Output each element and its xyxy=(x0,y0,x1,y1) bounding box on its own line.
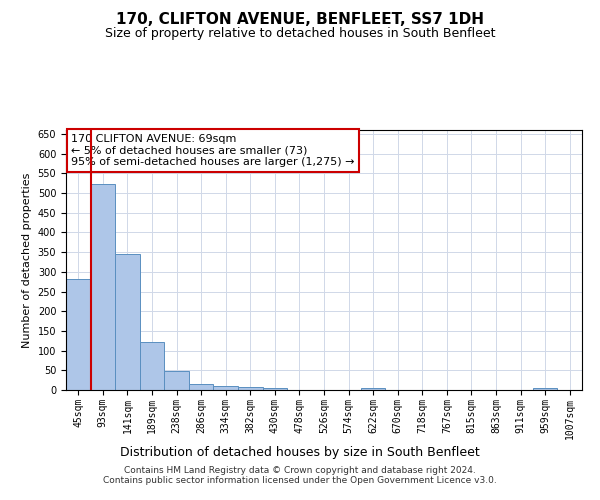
Text: Size of property relative to detached houses in South Benfleet: Size of property relative to detached ho… xyxy=(105,28,495,40)
Bar xyxy=(189,384,214,390)
Y-axis label: Number of detached properties: Number of detached properties xyxy=(22,172,32,348)
Bar xyxy=(115,254,140,390)
Bar xyxy=(214,386,238,390)
Bar xyxy=(91,184,115,390)
Bar xyxy=(164,372,189,390)
Text: 170, CLIFTON AVENUE, BENFLEET, SS7 1DH: 170, CLIFTON AVENUE, BENFLEET, SS7 1DH xyxy=(116,12,484,28)
Text: 170 CLIFTON AVENUE: 69sqm
← 5% of detached houses are smaller (73)
95% of semi-d: 170 CLIFTON AVENUE: 69sqm ← 5% of detach… xyxy=(71,134,355,167)
Bar xyxy=(533,388,557,390)
Bar xyxy=(238,387,263,390)
Text: Contains HM Land Registry data © Crown copyright and database right 2024.
Contai: Contains HM Land Registry data © Crown c… xyxy=(103,466,497,485)
Bar xyxy=(263,388,287,390)
Bar xyxy=(140,342,164,390)
Text: Distribution of detached houses by size in South Benfleet: Distribution of detached houses by size … xyxy=(120,446,480,459)
Bar xyxy=(66,280,91,390)
Bar xyxy=(361,388,385,390)
